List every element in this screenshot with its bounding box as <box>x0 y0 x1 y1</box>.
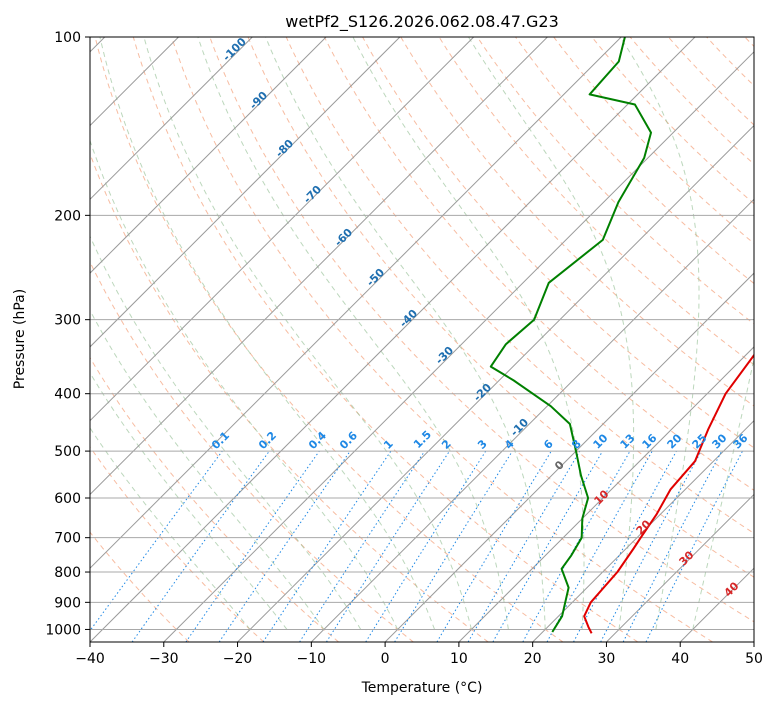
dry-adiabat-line <box>132 37 639 642</box>
isotherm-line <box>384 272 754 642</box>
dry-adiabat-line <box>209 37 754 623</box>
mixing-ratio-line <box>546 450 653 642</box>
dry-adiabat-line <box>515 37 754 285</box>
mixing-ratio-line <box>218 450 351 642</box>
y-tick-label: 700 <box>54 531 81 547</box>
y-tick-label: 400 <box>54 387 81 403</box>
isotherm-line <box>90 37 327 274</box>
x-tick-label: 50 <box>745 651 763 667</box>
moist-adiabat-line <box>90 427 251 630</box>
isotherm-line <box>90 37 696 642</box>
isotherm-line <box>90 37 401 348</box>
y-tick-label: 900 <box>54 595 81 611</box>
dry-adiabat-line <box>90 356 339 642</box>
isotherm-line <box>458 346 754 642</box>
mixing-ratio-line <box>325 450 450 642</box>
x-tick-label: 20 <box>524 651 542 667</box>
moist-adiabat-line <box>352 37 585 630</box>
moist-adiabat-line <box>197 37 509 630</box>
moist-adiabat-line <box>90 139 399 630</box>
dry-adiabat-line <box>247 37 754 578</box>
y-tick-label: 100 <box>54 30 81 46</box>
background-lines <box>90 37 754 642</box>
series-lines <box>489 37 754 634</box>
moist-adiabat-line <box>90 371 288 630</box>
y-tick-label: 800 <box>54 565 81 581</box>
dry-adiabat-line <box>90 531 190 642</box>
x-tick-label: 10 <box>450 651 468 667</box>
moist-adiabat-line <box>99 37 436 630</box>
isotherm-line <box>90 37 253 201</box>
x-tick-label: 40 <box>671 651 689 667</box>
isotherm-line <box>532 419 754 642</box>
dry-adiabat-line <box>90 152 489 642</box>
isotherm-line <box>163 51 754 642</box>
dry-adiabat-line <box>171 37 713 642</box>
y-tick-label: 200 <box>54 208 81 224</box>
plot-frame <box>89 36 755 643</box>
mixing-ratio-line <box>394 450 513 642</box>
x-axis-label: Temperature (°C) <box>361 680 483 696</box>
x-tick-label: 0 <box>381 651 390 667</box>
moist-adiabat-line <box>265 37 546 630</box>
isotherm-line <box>90 37 548 496</box>
y-axis-label: Pressure (hPa) <box>12 289 28 389</box>
temperature-line <box>583 353 754 634</box>
isotherm-line <box>310 198 754 642</box>
y-tick-label: 1000 <box>45 622 81 638</box>
mixing-ratio-line <box>185 450 320 642</box>
x-tick-label: −10 <box>297 651 327 667</box>
y-tick-label: 300 <box>54 313 81 329</box>
mixing-ratio-line <box>645 450 743 642</box>
isotherm-line <box>90 37 622 569</box>
isotherm-line <box>606 493 754 642</box>
isotherm-line <box>90 37 475 422</box>
mixing-ratio-line <box>573 450 677 642</box>
y-tick-label: 600 <box>54 491 81 507</box>
y-tick-label: 500 <box>54 444 81 460</box>
x-tick-label: −40 <box>75 651 105 667</box>
x-tick-label: −30 <box>149 651 179 667</box>
dry-adiabat-line <box>400 37 754 407</box>
mixing-ratio-line <box>299 450 426 642</box>
x-axis-ticks: −40 −30 −20 −10 0 10 20 30 40 50 <box>75 642 763 667</box>
mixing-ratio-line <box>90 450 223 632</box>
dry-adiabat-line <box>476 37 754 325</box>
x-tick-label: 30 <box>598 651 616 667</box>
x-tick-label: −20 <box>223 651 253 667</box>
y-axis-ticks: 100 200 300 400 500 600 700 800 900 1000 <box>45 30 90 638</box>
isotherm-line <box>237 124 754 642</box>
dewpoint-line <box>489 37 652 633</box>
pressure-gridlines <box>90 37 754 630</box>
mixing-ratio-line <box>131 450 270 642</box>
mixing-ratio-line <box>262 450 392 642</box>
dry-adiabat-line <box>94 37 564 642</box>
moist-adiabat-line <box>468 37 635 630</box>
moist-adiabat-line <box>90 235 362 630</box>
chart-title: wetPf2_S126.2026.062.08.47.G23 <box>285 12 559 32</box>
moist-adiabat-line <box>692 356 754 630</box>
